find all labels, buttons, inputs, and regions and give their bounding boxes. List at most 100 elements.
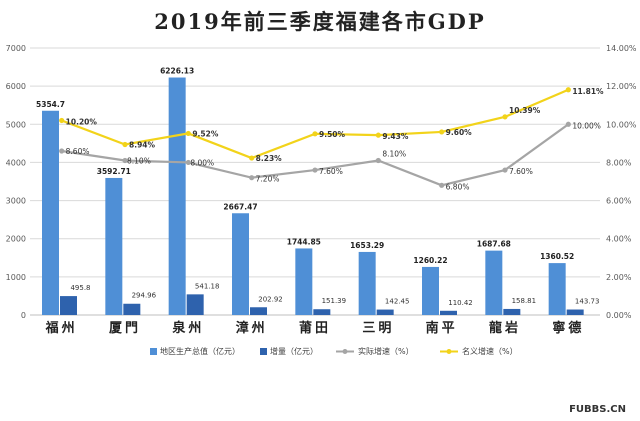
legend-label: 名义增速（%） bbox=[462, 346, 518, 356]
label-real-growth: 8.10% bbox=[127, 157, 151, 166]
label-nominal-growth: 9.43% bbox=[382, 132, 409, 141]
left-tick-label: 4000 bbox=[6, 158, 26, 167]
legend-label: 实际增速（%） bbox=[358, 346, 414, 356]
bar-gdp bbox=[105, 177, 123, 315]
label-nominal-growth: 8.23% bbox=[256, 154, 283, 163]
label-real-growth: 7.60% bbox=[319, 167, 343, 176]
bar-gdp bbox=[422, 266, 439, 315]
legend-swatch bbox=[150, 348, 157, 355]
category-label: 厦門 bbox=[109, 320, 141, 336]
label-nominal-growth: 9.60% bbox=[446, 128, 473, 137]
right-tick-label: 8.00% bbox=[606, 158, 632, 167]
right-tick-label: 6.00% bbox=[606, 197, 632, 206]
label-real-growth: 7.20% bbox=[256, 175, 280, 184]
point-real-growth bbox=[565, 121, 571, 127]
category-label: 福州 bbox=[45, 320, 78, 336]
bar-gdp-label: 2667.47 bbox=[223, 202, 257, 211]
bar-increment-label: 541.18 bbox=[195, 282, 220, 290]
bar-increment bbox=[376, 309, 394, 315]
category-label: 莆田 bbox=[299, 320, 331, 336]
bar-increment bbox=[566, 309, 584, 315]
left-tick-label: 5000 bbox=[6, 120, 26, 129]
bar-increment bbox=[313, 309, 331, 315]
left-tick-label: 0 bbox=[21, 311, 26, 320]
category-label: 南平 bbox=[426, 320, 458, 336]
legend-label: 增量（亿元） bbox=[270, 346, 318, 356]
bar-gdp bbox=[295, 248, 313, 315]
bar-increment-label: 151.39 bbox=[322, 297, 347, 305]
category-label: 泉州 bbox=[172, 320, 204, 336]
bar-increment-label: 495.8 bbox=[70, 284, 90, 292]
bar-increment-label: 294.96 bbox=[132, 292, 157, 300]
left-tick-label: 6000 bbox=[6, 82, 26, 91]
category-label: 三明 bbox=[362, 321, 394, 336]
right-tick-label: 2.00% bbox=[606, 273, 632, 282]
point-real-growth bbox=[439, 182, 445, 188]
label-nominal-growth: 10.20% bbox=[66, 117, 98, 126]
point-real-growth bbox=[375, 157, 381, 164]
point-real-growth bbox=[312, 167, 318, 173]
point-nominal-growth bbox=[185, 130, 191, 137]
category-label: 龍岩 bbox=[489, 320, 521, 336]
watermark: FUBBS.CN bbox=[569, 404, 626, 415]
point-nominal-growth bbox=[502, 114, 508, 120]
bar-increment-label: 158.81 bbox=[512, 297, 537, 305]
bar-gdp-label: 1653.29 bbox=[350, 241, 384, 250]
bar-increment bbox=[250, 307, 267, 315]
category-label: 寧德 bbox=[552, 320, 584, 336]
left-tick-label: 7000 bbox=[6, 44, 26, 53]
bar-gdp-label: 3592.71 bbox=[97, 167, 131, 176]
label-nominal-growth: 8.94% bbox=[129, 141, 156, 150]
bar-gdp bbox=[42, 110, 59, 315]
bar-gdp bbox=[168, 77, 186, 316]
bar-increment-label: 110.42 bbox=[448, 299, 473, 307]
point-nominal-growth bbox=[59, 117, 65, 124]
point-real-growth bbox=[59, 148, 65, 154]
bar-gdp-label: 1744.85 bbox=[287, 237, 321, 246]
bar-increment bbox=[503, 308, 521, 315]
bar-gdp bbox=[232, 213, 249, 315]
bar-gdp bbox=[358, 251, 376, 315]
legend-swatch bbox=[260, 348, 267, 355]
bar-increment-label: 142.45 bbox=[385, 298, 410, 306]
point-nominal-growth bbox=[122, 141, 128, 148]
point-nominal-growth bbox=[375, 132, 381, 138]
right-tick-label: 14.00% bbox=[606, 44, 637, 53]
bar-increment bbox=[60, 296, 77, 315]
point-nominal-growth bbox=[312, 131, 318, 137]
point-real-growth bbox=[185, 159, 191, 166]
label-nominal-growth: 9.52% bbox=[192, 129, 219, 138]
bar-gdp-label: 5354.7 bbox=[36, 100, 65, 109]
bar-increment-label: 202.92 bbox=[258, 295, 283, 303]
bar-increment bbox=[440, 310, 457, 315]
legend-label: 地区生产总值（亿元） bbox=[160, 346, 240, 356]
point-real-growth bbox=[502, 167, 508, 173]
label-real-growth: 10.00% bbox=[572, 121, 601, 130]
legend-marker bbox=[446, 349, 452, 354]
left-tick-label: 2000 bbox=[6, 235, 26, 244]
label-nominal-growth: 10.39% bbox=[509, 106, 541, 115]
bar-gdp-label: 6226.13 bbox=[160, 67, 194, 76]
point-nominal-growth bbox=[249, 155, 255, 161]
label-real-growth: 6.80% bbox=[446, 182, 470, 191]
bar-increment bbox=[186, 294, 204, 315]
label-real-growth: 8.00% bbox=[190, 158, 214, 167]
point-real-growth bbox=[122, 157, 128, 164]
bar-gdp-label: 1260.22 bbox=[413, 256, 447, 265]
bar-increment-label: 143.73 bbox=[575, 298, 600, 306]
left-tick-label: 1000 bbox=[6, 273, 26, 282]
point-nominal-growth bbox=[439, 129, 445, 135]
label-nominal-growth: 11.81% bbox=[572, 87, 604, 96]
label-real-growth: 7.60% bbox=[509, 167, 533, 176]
legend-marker bbox=[342, 349, 348, 354]
left-tick-label: 3000 bbox=[6, 197, 26, 206]
bar-increment bbox=[123, 303, 141, 315]
label-real-growth: 8.60% bbox=[66, 147, 90, 156]
bar-gdp bbox=[548, 263, 566, 315]
label-nominal-growth: 9.50% bbox=[319, 130, 346, 139]
bar-gdp bbox=[485, 250, 503, 315]
right-tick-label: 4.00% bbox=[606, 235, 632, 244]
label-real-growth: 8.10% bbox=[382, 150, 406, 159]
